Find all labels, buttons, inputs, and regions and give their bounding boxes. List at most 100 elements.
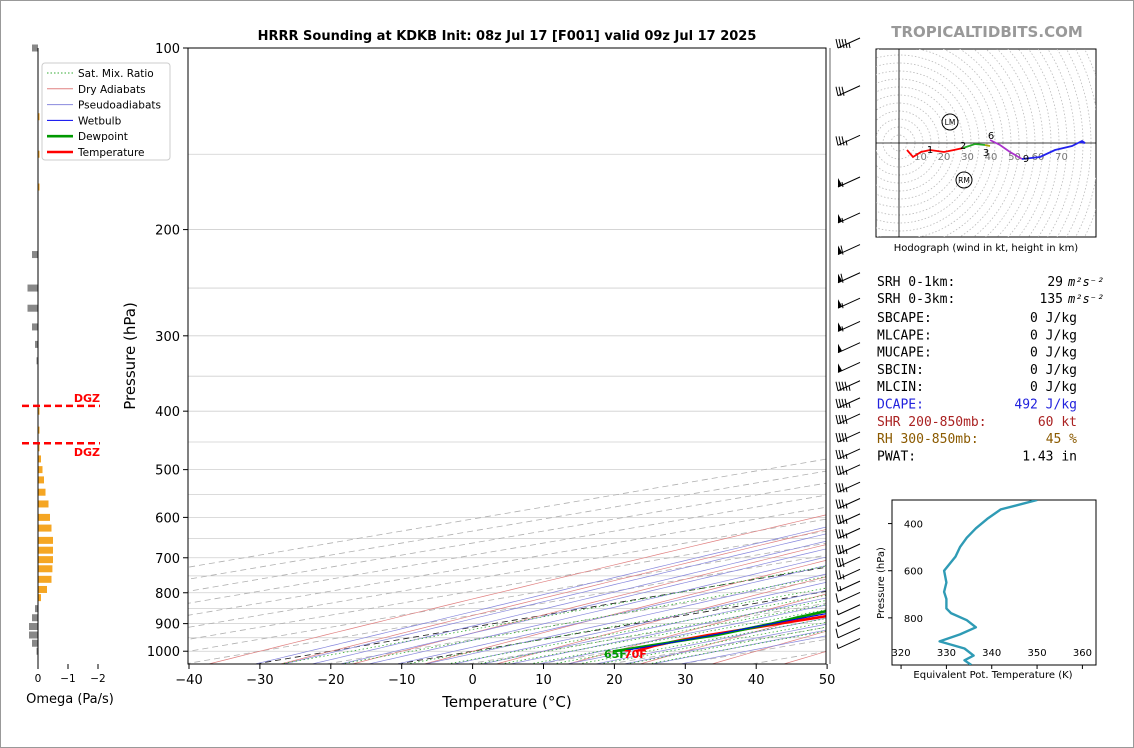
omega-bar [38,575,52,583]
moist-adiabat [453,582,826,664]
theta-x-tick-label: 320 [892,648,911,659]
barb-full [838,529,842,539]
wind-barb [835,448,861,460]
hodograph-height-label: 9 [1023,154,1029,165]
omega-bar [38,594,41,602]
barb-full [841,499,845,509]
mixing-ratio-line [599,621,826,664]
wind-barb [835,591,861,603]
param-value: 60 kt [1038,415,1077,430]
barb-half [845,469,848,475]
omega-bar [38,407,40,415]
skewt-axes-frame [187,47,827,665]
omega-bar [38,476,44,484]
legend-label: Dewpoint [78,131,128,143]
wind-barb [835,568,861,580]
barb-half [842,574,845,580]
barb-flag [838,299,842,309]
x-tick-label: −10 [388,673,415,688]
legend-label: Dry Adiabats [78,84,146,96]
barb-full [835,499,839,509]
x-tick-label: 10 [535,673,552,688]
barb-staff [837,627,861,639]
y-tick-label: 1000 [147,645,180,660]
y-tick-label: 500 [155,464,180,479]
theta-e-line [938,500,1038,665]
barb-staff [837,556,861,568]
barb-half [845,140,848,146]
barb-full [841,38,845,49]
theta-ylabel: Pressure (hPa) [876,547,887,619]
barb-half [845,453,848,460]
wind-barb [835,543,861,555]
theta-y-tick-label: 400 [904,520,923,531]
omega-panel: 0 −1 −2 Omega (Pa/s) DGZ DGZ [22,44,114,707]
barb-full [835,465,839,475]
param-value: 1.43 in [1022,449,1077,464]
omega-bar [35,340,38,348]
barb-staff [837,543,861,555]
barb-full [835,136,839,146]
isotherm [188,482,826,592]
barb-half [841,217,844,224]
barb-half [845,518,848,524]
barb-full [835,381,839,391]
omega-tick-label: −2 [90,673,105,685]
chart-title: HRRR Sounding at KDKB Init: 08z Jul 17 [… [258,29,757,44]
omega-bar [29,631,38,639]
x-tick-label: 50 [819,673,836,688]
barb-staff [837,568,861,580]
moist-adiabat [312,540,826,664]
barb-full [838,432,842,443]
hodograph-trace [962,143,986,149]
moist-adiabat [397,565,826,664]
legend-label: Wetbulb [78,115,122,127]
barb-full [835,449,839,460]
y-tick-label: 700 [155,552,180,567]
barb-full [838,514,842,524]
barb-full [841,483,845,493]
isotherm [188,458,826,568]
y-tick-label: 600 [155,511,180,526]
dry-adiabat [280,529,826,664]
barb-full [841,465,845,475]
param-label: DCAPE: [877,398,924,413]
barb-full [841,529,845,539]
wind-barb [836,616,861,627]
wind-barbs [829,37,861,664]
barb-full [841,136,845,146]
barb-full [838,381,842,391]
storm-motion-marker [955,171,973,189]
srh1-value: 29 [1047,275,1063,290]
barb-full [840,245,844,255]
hodograph-trace [989,139,1023,160]
barb-staff [837,134,861,146]
watermark: TROPICALTIDBITS.COM [891,23,1083,41]
dgz-markers: DGZ DGZ [22,392,100,459]
barb-full [838,483,842,493]
y-tick-label: 200 [155,224,180,239]
moist-adiabat [538,604,826,664]
barb-staff [837,591,861,603]
moist-adiabat [283,533,826,664]
param-value: 0 J/kg [1030,380,1077,395]
moist-adiabat [510,597,826,664]
omega-bar [38,556,53,564]
omega-bar [32,614,38,622]
x-tick-label: −30 [246,673,273,688]
wind-barb [837,212,861,224]
x-axis-label: Temperature (°C) [441,693,571,711]
hodograph-height-label: 2 [960,141,966,152]
dry-adiabat [496,576,826,664]
omega-bar [35,605,38,613]
barb-flag [838,322,842,332]
barb-staff [837,616,861,627]
y-tick-label: 900 [155,618,180,633]
hodograph-height-label: 3 [983,148,989,159]
legend: Sat. Mix. Ratio Dry Adiabats Pseudoadiabat… [41,62,171,161]
barb-half [845,548,848,555]
omega-bar [38,426,40,434]
srh3-value: 135 [1040,292,1063,307]
omega-bar [32,323,38,331]
